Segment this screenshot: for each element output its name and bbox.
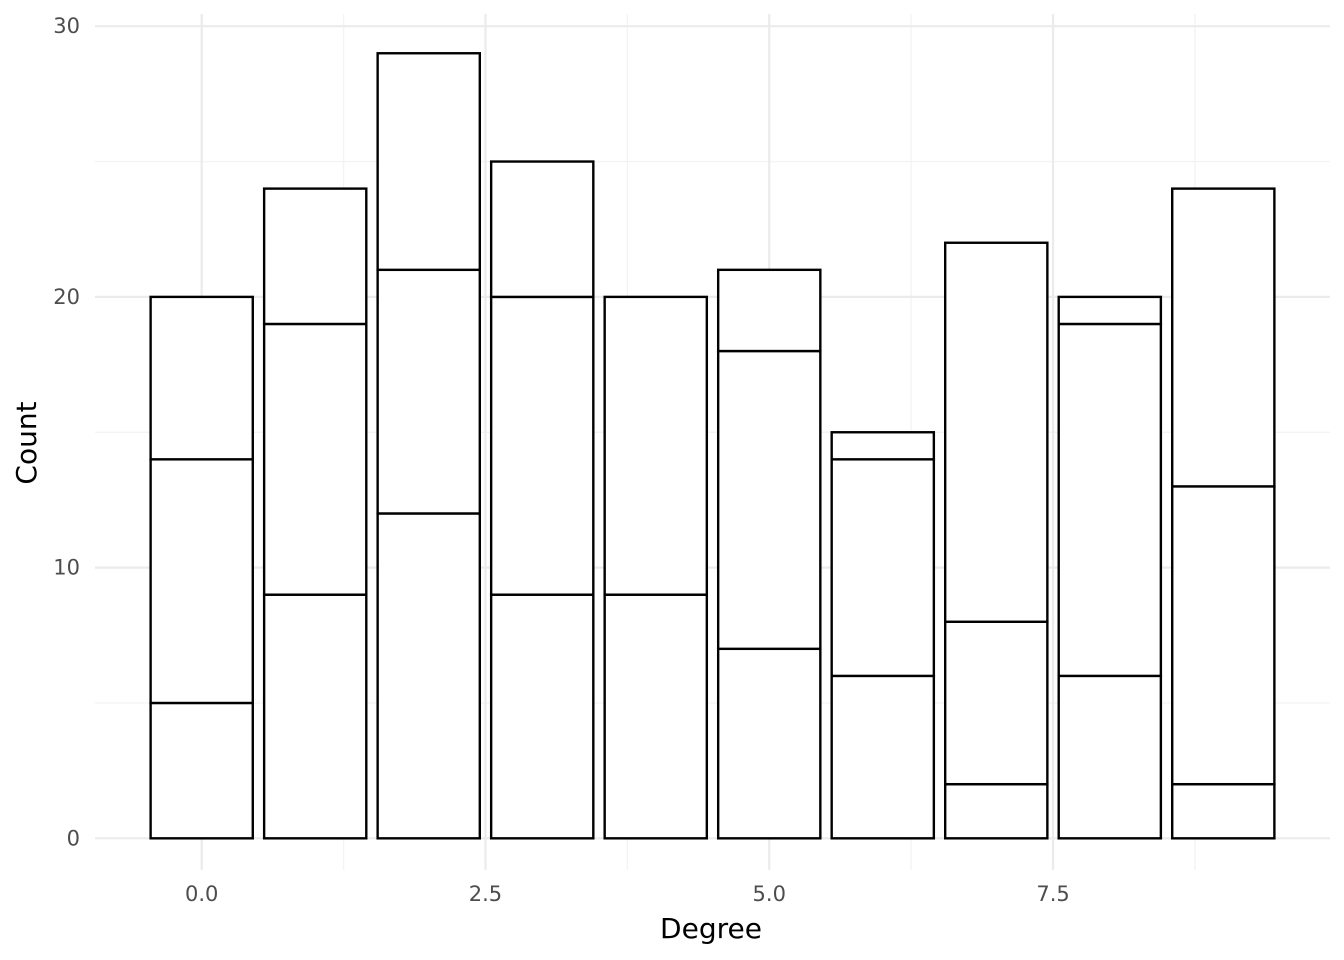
x-tick-label: 7.5	[1036, 882, 1069, 906]
x-axis-title: Degree	[660, 912, 762, 945]
bars	[149, 52, 1276, 840]
x-tick-label: 5.0	[753, 882, 786, 906]
bar-segment	[376, 512, 482, 840]
x-tick-labels: 0.0 2.5 5.0 7.5	[185, 882, 1070, 906]
bar-segment	[489, 295, 595, 596]
bar-segment	[830, 674, 936, 840]
bar-degree-0	[149, 295, 254, 840]
bar-segment	[943, 241, 1049, 623]
bar-segment	[262, 322, 368, 596]
bar-segment	[376, 52, 482, 272]
bar-segment	[1171, 187, 1276, 488]
bar-segment	[149, 458, 254, 705]
bar-segment	[603, 295, 709, 596]
bar-segment	[830, 458, 936, 678]
bar-segment	[830, 431, 936, 461]
bar-segment	[149, 295, 254, 461]
bar-degree-2	[376, 52, 482, 840]
bar-degree-4	[603, 295, 709, 840]
x-tick-label: 2.5	[469, 882, 502, 906]
bar-segment	[603, 593, 709, 840]
bar-degree-9	[1171, 187, 1276, 840]
bar-degree-3	[489, 160, 595, 840]
bar-degree-5	[716, 268, 822, 840]
bar-degree-7	[943, 241, 1049, 840]
bar-segment	[943, 620, 1049, 786]
bar-segment	[262, 187, 368, 326]
y-tick-label: 20	[53, 285, 80, 309]
bar-segment	[1171, 782, 1276, 840]
bar-segment	[149, 701, 254, 840]
bar-segment	[489, 593, 595, 840]
y-tick-label: 10	[53, 556, 80, 580]
bar-degree-8	[1057, 295, 1163, 840]
bar-segment	[716, 268, 822, 353]
y-tick-label: 0	[67, 826, 80, 850]
bar-segment	[376, 268, 482, 515]
bar-segment	[716, 349, 822, 651]
bar-segment	[1057, 322, 1163, 678]
bar-segment	[943, 782, 1049, 840]
bar-segment	[489, 160, 595, 299]
bar-segment	[716, 647, 822, 840]
y-tick-label: 30	[53, 14, 80, 38]
bar-segment	[1057, 674, 1163, 840]
bar-degree-1	[262, 187, 368, 840]
y-tick-labels: 0 10 20 30	[53, 14, 80, 850]
bar-segment	[262, 593, 368, 840]
bar-segment	[1057, 295, 1163, 326]
bar-degree-6	[830, 431, 936, 840]
bar-segment	[1171, 485, 1276, 786]
y-axis-title: Count	[10, 401, 43, 484]
x-tick-label: 0.0	[185, 882, 218, 906]
